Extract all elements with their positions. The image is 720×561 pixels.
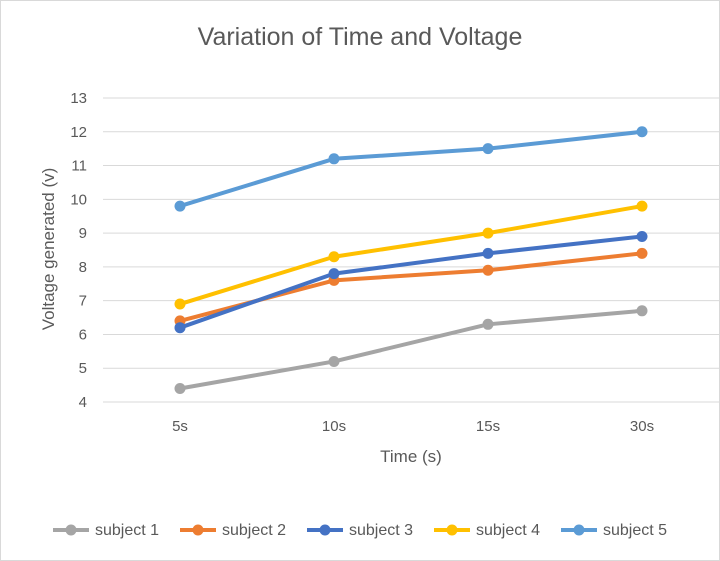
series-1 (174, 305, 648, 394)
legend-entry: subject 1 (53, 522, 159, 539)
legend-marker (192, 524, 204, 536)
y-tick-label: 13 (70, 90, 87, 107)
y-tick-label: 4 (79, 394, 87, 411)
legend-entry: subject 4 (434, 522, 540, 539)
y-tick-label: 12 (70, 124, 87, 141)
series-5 (174, 126, 648, 212)
data-point (482, 318, 494, 330)
y-tick-label: 7 (79, 293, 87, 310)
legend-label: subject 5 (603, 522, 667, 539)
gridlines (103, 97, 719, 403)
x-tick-label: 5s (172, 418, 188, 435)
series-line (178, 204, 644, 307)
y-tick-label: 9 (79, 225, 87, 242)
legend-label: subject 3 (349, 522, 413, 539)
data-point (328, 355, 340, 367)
data-point (636, 230, 648, 242)
y-axis-ticks: 4 5 6 7 8 9 10 11 12 13 (70, 90, 87, 411)
x-tick-label: 10s (322, 418, 346, 435)
data-point (482, 143, 494, 155)
series-4 (174, 200, 648, 310)
legend: subject 1 subject 2 subject 3 subject 4 subj… (53, 522, 667, 539)
series-lines (174, 126, 648, 394)
legend-entry: subject 5 (561, 522, 667, 539)
data-point (482, 264, 494, 276)
data-point (174, 200, 186, 212)
data-point (174, 382, 186, 394)
legend-label: subject 4 (476, 522, 540, 539)
x-axis-ticks: 5s 10s 15s 30s (172, 418, 654, 435)
y-axis-label: Voltage generated (v) (39, 168, 58, 331)
legend-label: subject 2 (222, 522, 286, 539)
data-point (174, 298, 186, 310)
legend-entry: subject 2 (180, 522, 286, 539)
x-tick-label: 15s (476, 418, 500, 435)
series-line (178, 129, 644, 209)
data-point (328, 268, 340, 280)
data-point (174, 322, 186, 334)
legend-marker (319, 524, 331, 536)
legend-entry: subject 3 (307, 522, 413, 539)
x-tick-label: 30s (630, 418, 654, 435)
data-point (482, 247, 494, 259)
data-point (636, 247, 648, 259)
legend-marker (65, 524, 77, 536)
legend-marker (573, 524, 585, 536)
y-tick-label: 11 (71, 158, 87, 175)
y-tick-label: 10 (70, 191, 87, 208)
chart-title: Variation of Time and Voltage (198, 23, 523, 51)
series-line (178, 308, 644, 391)
data-point (636, 305, 648, 317)
y-tick-label: 5 (79, 360, 87, 377)
data-point (328, 153, 340, 165)
data-point (636, 126, 648, 138)
data-point (328, 251, 340, 263)
legend-label: subject 1 (95, 522, 159, 539)
series-line (178, 234, 644, 330)
data-point (636, 200, 648, 212)
y-tick-label: 6 (79, 326, 87, 343)
legend-marker (446, 524, 458, 536)
x-axis-label: Time (s) (380, 447, 442, 466)
y-tick-label: 8 (79, 259, 87, 276)
series-3 (174, 230, 648, 334)
data-point (482, 227, 494, 239)
